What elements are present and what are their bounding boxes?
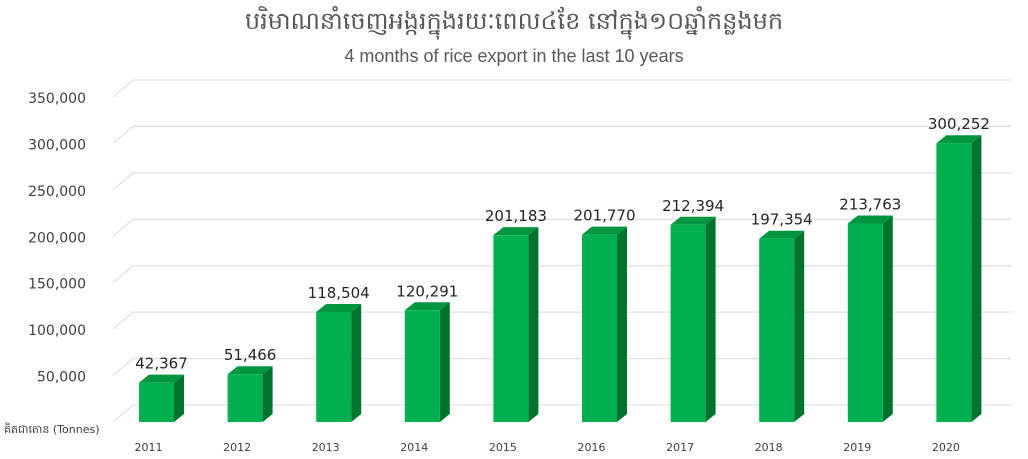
x-tick-label: 2018 [755, 441, 783, 454]
data-label: 300,252 [928, 115, 990, 133]
gridline [112, 404, 1011, 423]
y-tick-label: 300,000 [28, 137, 86, 153]
gridline [112, 218, 1011, 237]
x-tick-label: 2016 [578, 441, 606, 454]
gridline [112, 358, 1011, 376]
gridline [112, 265, 1011, 284]
x-tick-label: 2017 [666, 441, 694, 454]
x-tick-label: 2014 [400, 441, 428, 454]
bar [759, 230, 805, 422]
y-tick-label: 150,000 [28, 277, 86, 293]
bars [139, 135, 982, 422]
x-tick-label: 2012 [223, 441, 251, 454]
bar [493, 227, 539, 422]
data-label: 51,466 [224, 346, 277, 364]
bar [670, 216, 716, 422]
y-axis-tick-labels: 50,000 100,000 150,000 200,000 250,000 300,00… [28, 91, 86, 386]
y-tick-label: 50,000 [37, 370, 86, 386]
chart-title: បរិមាណនាំចេញអង្ករក្នុងរយៈពេល៤ខែ នៅក្នុង១… [244, 7, 784, 35]
y-tick-label: 250,000 [28, 184, 86, 200]
chart-subtitle: 4 months of rice export in the last 10 y… [344, 46, 684, 66]
data-labels: 42,367 51,466 118,504 120,291 201,183 201,770… [135, 115, 990, 372]
bar [847, 215, 893, 422]
y-tick-label: 350,000 [28, 91, 86, 107]
gridline [112, 311, 1011, 330]
data-label: 201,183 [485, 207, 547, 225]
x-tick-label: 2011 [135, 441, 163, 454]
x-axis-tick-labels: 2011 2012 2013 2014 2015 2016 2017 2018 2019 2020 [135, 441, 960, 454]
x-tick-label: 2013 [312, 441, 340, 454]
gridline [112, 172, 1011, 191]
bar [936, 135, 982, 422]
data-label: 42,367 [135, 355, 188, 373]
gridline [112, 79, 1011, 98]
data-label: 212,394 [662, 197, 724, 215]
data-label: 213,763 [839, 196, 901, 214]
data-label: 118,504 [308, 284, 370, 302]
data-label: 201,770 [573, 207, 635, 225]
y-tick-label: 200,000 [28, 230, 86, 246]
x-tick-label: 2015 [489, 441, 517, 454]
x-tick-label: 2020 [932, 441, 960, 454]
bar [227, 366, 273, 422]
bar [404, 302, 450, 422]
bar [582, 226, 627, 422]
data-label: 197,354 [751, 211, 813, 229]
gridlines [112, 79, 1011, 423]
bar [316, 303, 362, 422]
gridline [112, 125, 1011, 144]
y-tick-label: 100,000 [28, 323, 86, 339]
y-axis-unit-label: គិតជាតោន (Tonnes) [4, 423, 100, 436]
x-tick-label: 2019 [843, 441, 871, 454]
bar [139, 374, 184, 422]
data-label: 120,291 [396, 282, 458, 300]
